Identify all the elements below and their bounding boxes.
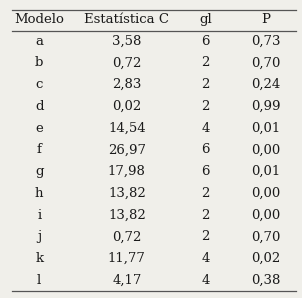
Text: 2: 2 xyxy=(201,100,210,113)
Text: 4: 4 xyxy=(201,122,210,135)
Text: f: f xyxy=(37,143,42,156)
Text: 0,70: 0,70 xyxy=(251,56,281,69)
Text: 4,17: 4,17 xyxy=(112,274,142,287)
Text: b: b xyxy=(35,56,43,69)
Text: 0,72: 0,72 xyxy=(112,56,142,69)
Text: 0,00: 0,00 xyxy=(251,209,280,222)
Text: 0,02: 0,02 xyxy=(251,252,280,265)
Text: 2: 2 xyxy=(201,209,210,222)
Text: 0,01: 0,01 xyxy=(251,165,280,178)
Text: c: c xyxy=(36,78,43,91)
Text: e: e xyxy=(35,122,43,135)
Text: d: d xyxy=(35,100,43,113)
Text: gl: gl xyxy=(199,13,212,26)
Text: 13,82: 13,82 xyxy=(108,187,146,200)
Text: 0,70: 0,70 xyxy=(251,230,281,243)
Text: h: h xyxy=(35,187,43,200)
Text: l: l xyxy=(37,274,41,287)
Text: 0,02: 0,02 xyxy=(112,100,141,113)
Text: 2,83: 2,83 xyxy=(112,78,142,91)
Text: 4: 4 xyxy=(201,252,210,265)
Text: 6: 6 xyxy=(201,35,210,48)
Text: Modelo: Modelo xyxy=(14,13,64,26)
Text: 2: 2 xyxy=(201,78,210,91)
Text: k: k xyxy=(35,252,43,265)
Text: 13,82: 13,82 xyxy=(108,209,146,222)
Text: 6: 6 xyxy=(201,165,210,178)
Text: 0,00: 0,00 xyxy=(251,187,280,200)
Text: i: i xyxy=(37,209,41,222)
Text: 11,77: 11,77 xyxy=(108,252,146,265)
Text: 3,58: 3,58 xyxy=(112,35,142,48)
Text: 0,00: 0,00 xyxy=(251,143,280,156)
Text: 17,98: 17,98 xyxy=(108,165,146,178)
Text: 0,38: 0,38 xyxy=(251,274,281,287)
Text: 0,73: 0,73 xyxy=(251,35,281,48)
Text: 0,01: 0,01 xyxy=(251,122,280,135)
Text: Estatística C: Estatística C xyxy=(84,13,169,26)
Text: 0,99: 0,99 xyxy=(251,100,281,113)
Text: a: a xyxy=(35,35,43,48)
Text: 6: 6 xyxy=(201,143,210,156)
Text: 4: 4 xyxy=(201,274,210,287)
Text: 14,54: 14,54 xyxy=(108,122,146,135)
Text: P: P xyxy=(261,13,270,26)
Text: g: g xyxy=(35,165,43,178)
Text: 2: 2 xyxy=(201,230,210,243)
Text: 0,72: 0,72 xyxy=(112,230,142,243)
Text: 0,24: 0,24 xyxy=(251,78,280,91)
Text: 2: 2 xyxy=(201,187,210,200)
Text: 26,97: 26,97 xyxy=(108,143,146,156)
Text: 2: 2 xyxy=(201,56,210,69)
Text: j: j xyxy=(37,230,41,243)
